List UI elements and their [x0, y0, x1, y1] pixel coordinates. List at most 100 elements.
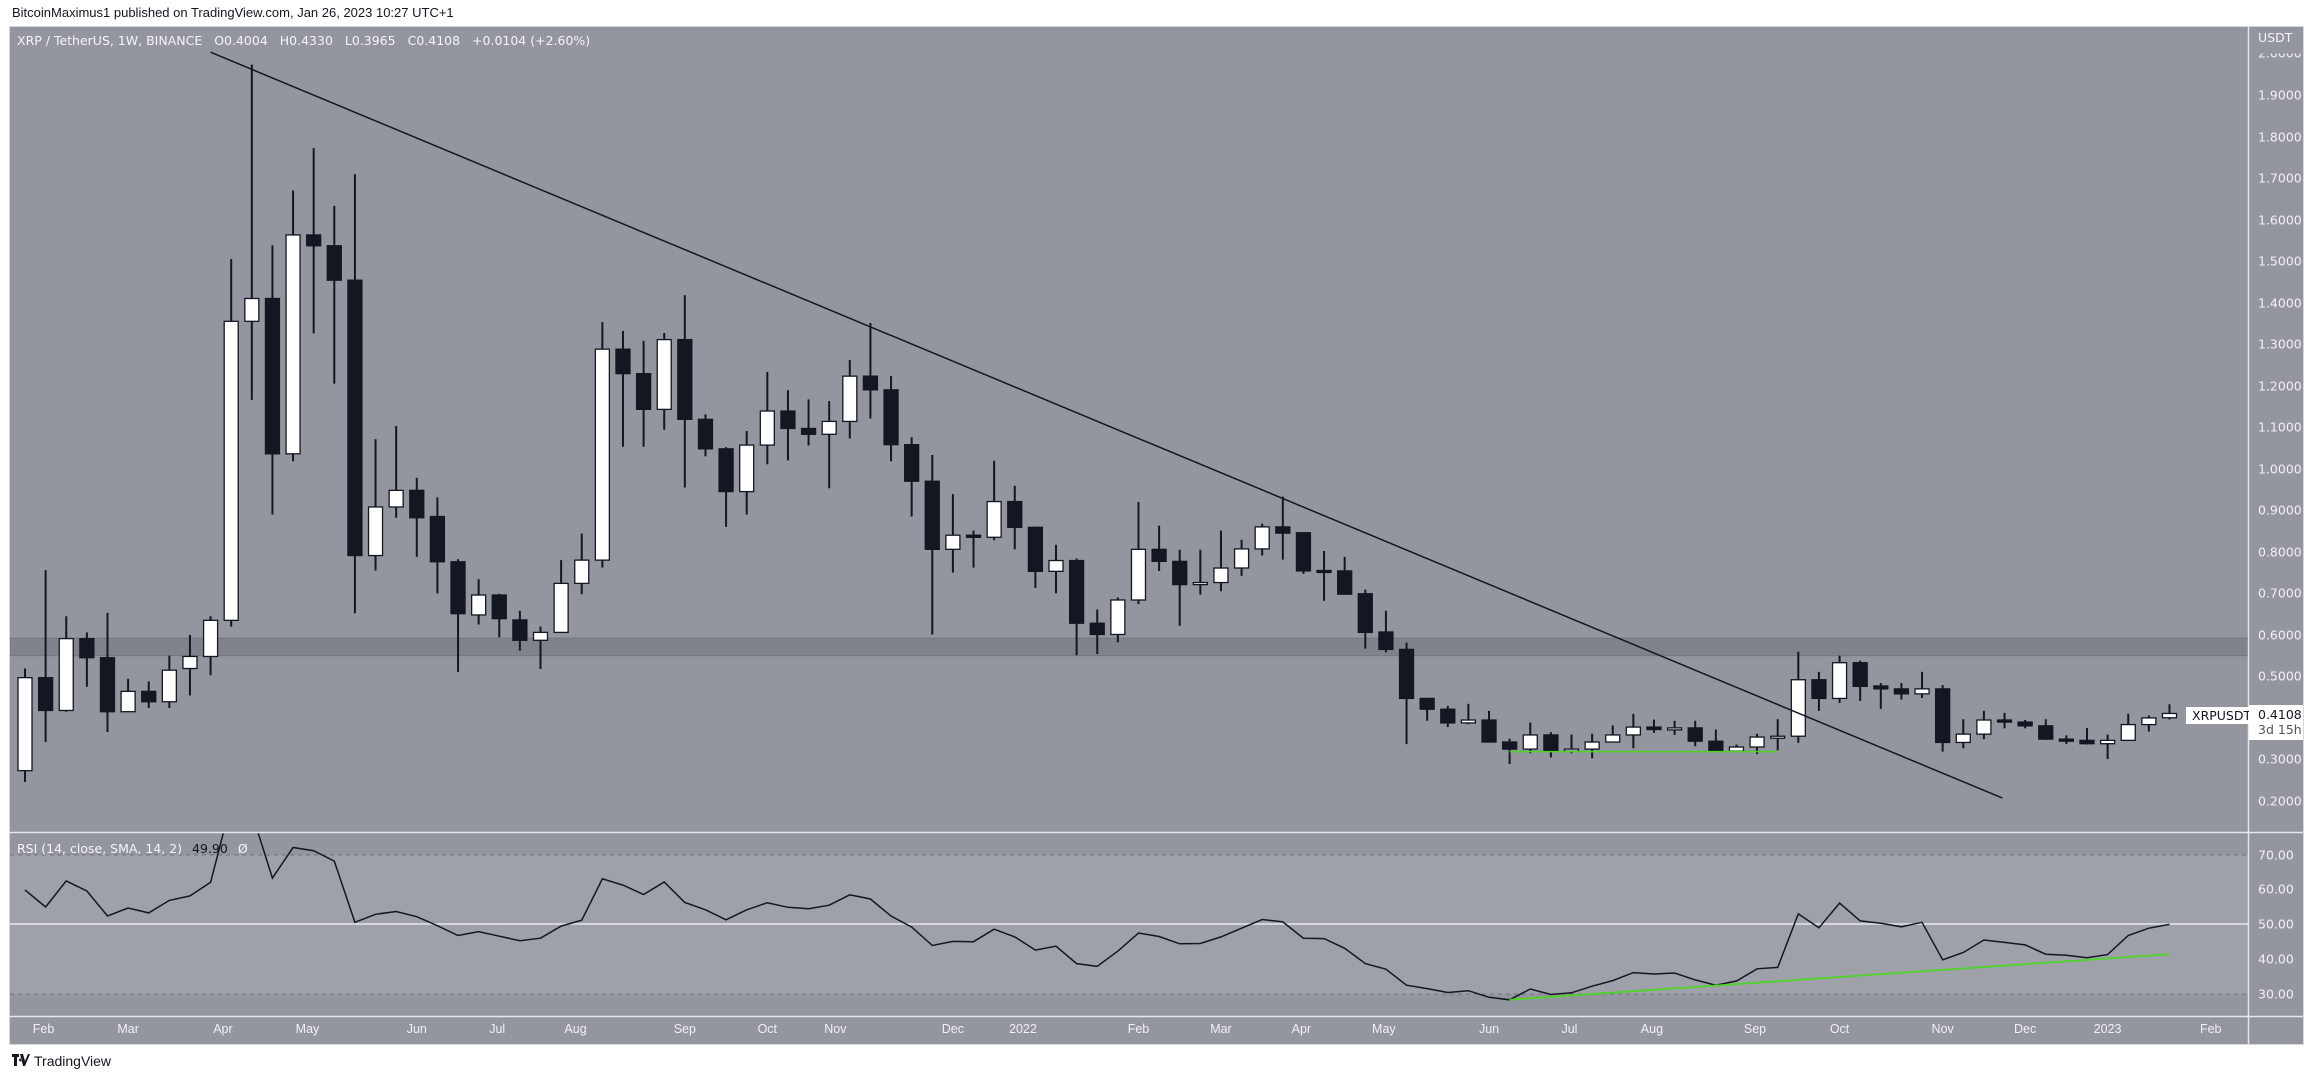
candle [1976, 710, 1992, 740]
price-axis[interactable] [2249, 27, 2303, 832]
candle-body-bearish [1811, 679, 1827, 700]
candle-body-bearish [1007, 500, 1023, 528]
candle [1378, 610, 1394, 653]
price-tick-label: 1.2000 [2258, 378, 2302, 394]
ohlc-close: C0.4108 [407, 33, 461, 48]
candle [1275, 496, 1291, 560]
tradingview-footer[interactable]: TradingView [12, 1053, 111, 1069]
price-tick-label: 1.9000 [2258, 87, 2302, 103]
candle-body-bullish [1976, 719, 1992, 735]
candle [470, 579, 487, 625]
descending-trendline [210, 51, 2003, 799]
candle [17, 668, 33, 782]
time-axis[interactable] [10, 1017, 2303, 1044]
symbol-price-tag: XRPUSDT [2186, 707, 2258, 724]
candle-body-bearish [2017, 721, 2033, 727]
rsi-line [24, 833, 2170, 1001]
candle [862, 322, 879, 419]
tradingview-brand: TradingView [34, 1053, 112, 1069]
symbol-title[interactable]: XRP / TetherUS, 1W, BINANCE [17, 33, 203, 48]
candle [1089, 609, 1105, 654]
candle-body-bullish [1213, 567, 1229, 584]
candle-body-bullish [2161, 712, 2178, 719]
candle [1584, 733, 1600, 759]
price-tick-label: 0.8000 [2258, 544, 2302, 560]
symbol-legend[interactable]: XRP / TetherUS, 1W, BINANCE O0.4004 H0.4… [17, 33, 598, 48]
candle [264, 245, 281, 515]
candle-body-bearish [1027, 526, 1044, 572]
candle-body-bearish [1646, 726, 1662, 731]
candle-body-bearish [1419, 697, 1435, 710]
candle-body-bullish [285, 234, 301, 455]
candle [1357, 589, 1373, 649]
bar-countdown: 3d 15h [2258, 722, 2302, 737]
rsi-title[interactable]: RSI (14, close, SMA, 14, 2) [17, 841, 183, 856]
price-tick-label: 0.2000 [2258, 793, 2302, 809]
candle-body-bearish [904, 444, 920, 482]
candle-body-bullish [244, 297, 260, 322]
candle-body-bearish [409, 489, 425, 519]
candle-body-bullish [656, 338, 672, 411]
time-tick-label: 2023 [2093, 1022, 2122, 1036]
publisher-caption: BitcoinMaximus1 published on TradingView… [12, 5, 454, 20]
time-tick-label: Dec [941, 1022, 965, 1036]
price-tick-label: 1.6000 [2258, 212, 2302, 228]
time-tick-label: Feb [1127, 1022, 1150, 1036]
price-tick-label: 1.7000 [2258, 170, 2302, 186]
time-tick-label: Sep [1743, 1022, 1767, 1036]
candle-body-bearish [800, 427, 817, 435]
rsi-tick-label: 50.00 [2258, 916, 2294, 932]
candle-body-bullish [1790, 679, 1806, 737]
candle [1295, 532, 1312, 574]
candle-body-bearish [326, 245, 342, 281]
rsi-axis[interactable] [2249, 833, 2303, 1016]
price-pane[interactable] [10, 27, 2248, 832]
candle-body-bearish [615, 348, 631, 375]
time-tick-label: Apr [1291, 1022, 1312, 1036]
candle-body-bullish [223, 320, 239, 621]
candle [2099, 734, 2116, 760]
time-tick-label: Jun [1478, 1022, 1500, 1036]
candle-body-bearish [79, 637, 95, 659]
rsi-legend[interactable]: RSI (14, close, SMA, 14, 2) 49.90 Ø [17, 841, 254, 856]
time-tick-label: Jul [1561, 1022, 1578, 1036]
currency-unit-label[interactable]: USDT [2258, 30, 2293, 45]
candle [739, 430, 755, 515]
ohlc-change: +0.0104 (+2.60%) [472, 33, 591, 48]
candle-body-bearish [1316, 569, 1332, 574]
candle-body-bullish [1110, 599, 1126, 636]
time-tick-label: Oct [1829, 1022, 1850, 1036]
time-tick-label: May [295, 1022, 320, 1036]
candle [945, 494, 961, 573]
time-tick-label: Jun [406, 1022, 427, 1036]
candle-body-bullish [594, 348, 611, 561]
candle-body-bullish [1728, 746, 1745, 752]
candle [1460, 703, 1477, 725]
candle [1151, 525, 1167, 571]
candle-body-bearish [1151, 548, 1167, 563]
candle [1337, 556, 1353, 595]
price-tick-label: 2.0000 [2258, 45, 2302, 61]
candle [1625, 713, 1642, 749]
candle [2161, 704, 2178, 720]
candle-body-bearish [1543, 734, 1559, 752]
candle-body-bullish [1955, 733, 1971, 744]
candle-body-bullish [1749, 736, 1765, 748]
time-tick-label: Apr [213, 1022, 233, 1036]
candle [450, 559, 466, 672]
candle [388, 425, 404, 518]
candle [1254, 523, 1270, 556]
candle [883, 376, 899, 462]
candle [37, 570, 54, 743]
candle [635, 340, 652, 447]
candle [615, 330, 631, 447]
candle [2017, 720, 2033, 729]
time-tick-label: Jul [489, 1022, 506, 1036]
time-tick-label: Aug [1640, 1022, 1664, 1036]
candle-body-bearish [512, 619, 528, 641]
candle [904, 437, 920, 517]
candle-body-bearish [883, 389, 899, 446]
candle [594, 322, 611, 568]
candle [182, 634, 198, 696]
